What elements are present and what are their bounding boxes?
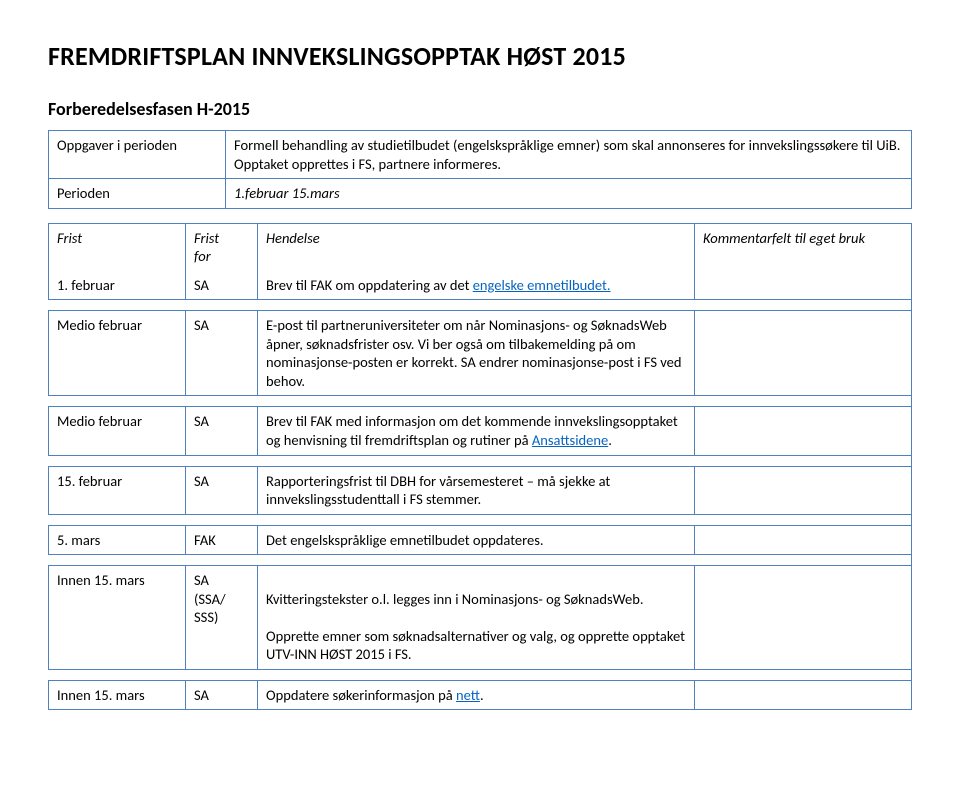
event-text: Rapporteringsfrist til DBH for vårsemest… — [266, 472, 610, 509]
cell-date: Medio februar — [49, 311, 186, 396]
cell-comment — [695, 566, 912, 670]
intro-label: Perioden — [49, 179, 226, 209]
gap — [49, 669, 912, 680]
col-comment: Kommentarfelt til eget bruk — [695, 223, 912, 271]
table-row: Innen 15. mars SA (SSA/ SSS) Kvitterings… — [49, 566, 912, 670]
event-text: Oppdatere søkerinformasjon på — [266, 686, 456, 704]
cell-actor: SA (SSA/ SSS) — [186, 566, 258, 670]
table-row: 1. februar SA Brev til FAK om oppdaterin… — [49, 271, 912, 300]
col-event: Hendelse — [258, 223, 695, 271]
cell-comment — [695, 311, 912, 396]
cell-actor: SA — [186, 407, 258, 455]
cell-date: Medio februar — [49, 407, 186, 455]
cell-actor: FAK — [186, 525, 258, 555]
section-title: Forberedelsesfasen H-2015 — [48, 98, 912, 120]
cell-comment — [695, 407, 912, 455]
cell-comment — [695, 525, 912, 555]
event-text: Det engelskspråklige emnetilbudet oppdat… — [266, 531, 544, 549]
table-header: Frist Frist for Hendelse Kommentarfelt t… — [49, 223, 912, 271]
event-text: . — [480, 686, 484, 704]
cell-event: Brev til FAK om oppdatering av det engel… — [258, 271, 695, 300]
cell-date: Innen 15. mars — [49, 566, 186, 670]
table-row: Medio februar SA Brev til FAK med inform… — [49, 407, 912, 455]
event-link[interactable]: engelske emnetilbudet. — [473, 276, 611, 294]
table-row: Medio februar SA E-post til partnerunive… — [49, 311, 912, 396]
cell-event: Brev til FAK med informasjon om det komm… — [258, 407, 695, 455]
cell-actor: SA — [186, 271, 258, 300]
event-text: . — [608, 431, 612, 449]
gap — [49, 514, 912, 525]
cell-event: Det engelskspråklige emnetilbudet oppdat… — [258, 525, 695, 555]
cell-date: 1. februar — [49, 271, 186, 300]
gap — [49, 396, 912, 407]
intro-text: Formell behandling av studietilbudet (en… — [226, 131, 912, 179]
intro-label: Oppgaver i perioden — [49, 131, 226, 179]
page-title: FREMDRIFTSPLAN INNVEKSLINGSOPPTAK HØST 2… — [48, 40, 912, 72]
event-link[interactable]: Ansattsidene — [532, 431, 608, 449]
event-text: Kvitteringstekster o.l. legges inn i Nom… — [266, 590, 685, 664]
cell-event: E-post til partneruniversiteter om når N… — [258, 311, 695, 396]
intro-text: 1.februar 15.mars — [226, 179, 912, 209]
cell-event: Kvitteringstekster o.l. legges inn i Nom… — [258, 566, 695, 670]
cell-comment — [695, 680, 912, 710]
main-table: Frist Frist for Hendelse Kommentarfelt t… — [48, 223, 912, 711]
cell-date: Innen 15. mars — [49, 680, 186, 710]
event-text: E-post til partneruniversiteter om når N… — [266, 316, 682, 390]
cell-actor: SA — [186, 680, 258, 710]
event-link[interactable]: nett — [456, 686, 480, 704]
cell-date: 5. mars — [49, 525, 186, 555]
intro-row: Perioden 1.februar 15.mars — [49, 179, 912, 209]
cell-date: 15. februar — [49, 466, 186, 514]
col-actor: Frist for — [186, 223, 258, 271]
cell-actor: SA — [186, 311, 258, 396]
table-row: 5. mars FAK Det engelskspråklige emnetil… — [49, 525, 912, 555]
cell-actor: SA — [186, 466, 258, 514]
intro-table: Oppgaver i perioden Formell behandling a… — [48, 130, 912, 209]
cell-comment — [695, 466, 912, 514]
gap — [49, 555, 912, 566]
gap — [49, 455, 912, 466]
cell-comment — [695, 271, 912, 300]
intro-row: Oppgaver i perioden Formell behandling a… — [49, 131, 912, 179]
event-text: Brev til FAK med informasjon om det komm… — [266, 412, 678, 449]
table-row: 15. februar SA Rapporteringsfrist til DB… — [49, 466, 912, 514]
event-text: Brev til FAK om oppdatering av det — [266, 276, 473, 294]
table-row: Innen 15. mars SA Oppdatere søkerinforma… — [49, 680, 912, 710]
gap — [49, 300, 912, 311]
cell-event: Rapporteringsfrist til DBH for vårsemest… — [258, 466, 695, 514]
col-date: Frist — [49, 223, 186, 271]
cell-event: Oppdatere søkerinformasjon på nett. — [258, 680, 695, 710]
